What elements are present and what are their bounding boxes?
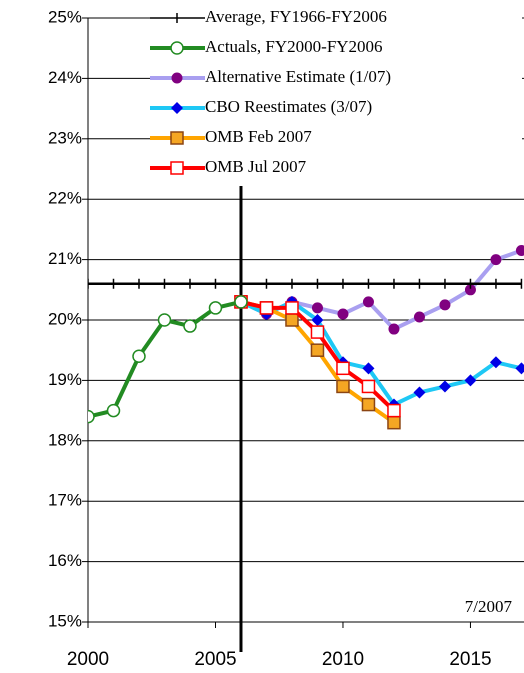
legend-label: OMB Feb 2007 [205,127,312,146]
legend-box [150,4,522,186]
data-point [515,362,524,375]
legend-marker [170,41,184,55]
legend-label: Average, FY1966-FY2006 [205,7,387,26]
legend-label: Actuals, FY2000-FY2006 [205,37,383,56]
data-point [439,299,451,311]
data-point [362,296,374,308]
data-point [361,379,376,394]
data-point [438,380,451,393]
y-tick-label: 21% [48,249,82,268]
legend-marker [171,72,183,84]
data-point [336,379,350,394]
y-tick-label: 18% [48,430,82,449]
data-point [515,245,524,257]
annotation: 7/2007 [465,597,513,616]
data-point [285,301,299,315]
legend-label: CBO Reestimates (3/07) [205,97,372,116]
data-point [413,311,425,323]
y-tick-label: 20% [48,309,82,328]
data-point [88,409,95,424]
data-point [387,415,401,430]
data-point [336,361,350,376]
y-tick-label: 22% [48,189,82,208]
y-tick-label: 17% [48,491,82,510]
x-tick-label: 2000 [67,649,109,670]
data-point [310,343,325,357]
x-tick-label: 2005 [194,649,236,670]
data-point [413,386,426,399]
data-point [337,308,349,320]
legend-marker [170,131,184,145]
data-point [388,323,400,335]
data-point [489,356,502,369]
data-point [132,349,146,363]
data-point [387,403,401,418]
data-point [157,313,172,327]
y-tick-label: 24% [48,68,82,87]
data-point [362,362,375,375]
data-point [285,313,299,327]
data-point [208,301,223,315]
legend-label: Alternative Estimate (1/07) [205,67,391,86]
data-point [106,403,121,418]
data-point [310,325,325,339]
y-tick-label: 16% [48,551,82,570]
data-point [361,397,376,412]
x-tick-label: 2015 [449,649,491,670]
y-tick-label: 15% [48,611,82,630]
x-tick-label: 2010 [322,649,364,670]
data-point [259,301,274,315]
data-point [311,302,323,314]
legend-label: OMB Jul 2007 [205,157,307,176]
data-point [490,254,502,266]
legend-marker [171,102,183,114]
y-tick-label: 23% [48,128,82,147]
y-tick-label: 19% [48,370,82,389]
plot [88,245,524,430]
y-tick-label: 25% [48,7,82,26]
data-point [311,314,324,326]
data-point [234,295,248,309]
legend-marker [170,161,184,175]
data-point [183,319,197,333]
data-point [464,374,477,387]
